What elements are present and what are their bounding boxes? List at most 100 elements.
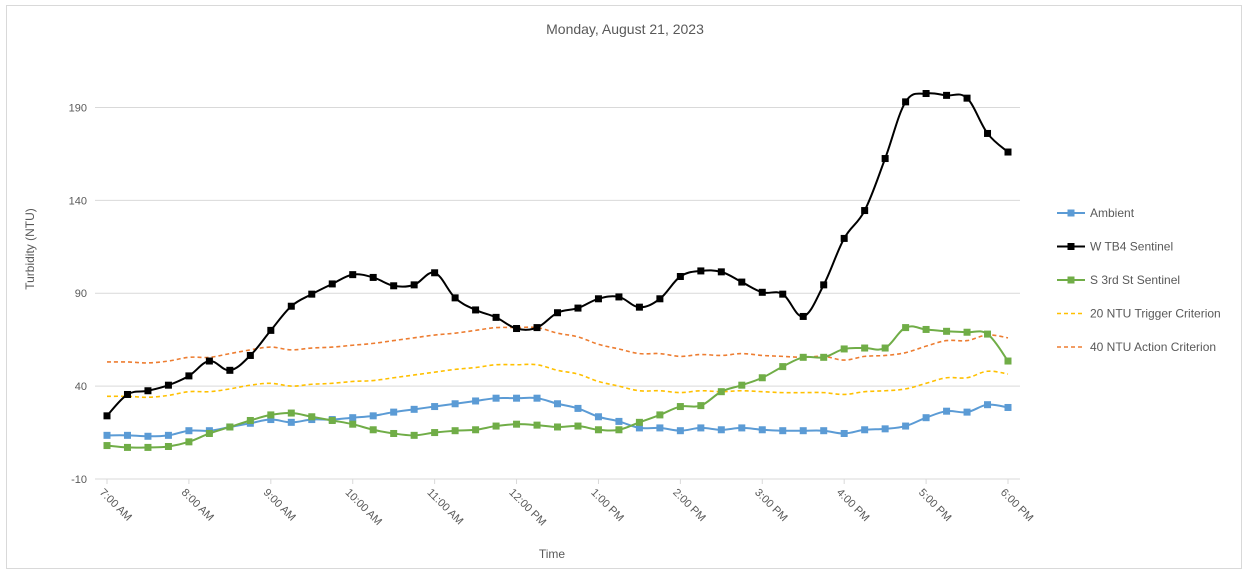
data-point bbox=[861, 344, 869, 352]
data-point bbox=[123, 390, 131, 398]
data-point bbox=[738, 278, 746, 286]
legend-label: W TB4 Sentinel bbox=[1090, 240, 1173, 254]
x-tick-label: 6:00 PM bbox=[998, 487, 1035, 524]
data-point bbox=[963, 94, 971, 102]
data-point bbox=[513, 394, 521, 402]
data-point bbox=[390, 429, 398, 437]
data-point bbox=[574, 422, 582, 430]
data-point bbox=[717, 388, 725, 396]
data-point bbox=[287, 409, 295, 417]
data-point bbox=[820, 427, 828, 435]
x-tick-label: 7:00 AM bbox=[97, 487, 134, 524]
data-point bbox=[554, 309, 561, 317]
y-tick-label: 140 bbox=[69, 195, 87, 207]
data-point bbox=[267, 411, 275, 419]
data-point bbox=[594, 426, 602, 434]
data-point bbox=[984, 129, 992, 137]
legend-marker bbox=[1067, 209, 1075, 217]
data-point bbox=[840, 429, 848, 437]
data-point bbox=[185, 438, 193, 446]
data-point bbox=[697, 267, 705, 275]
data-point bbox=[615, 417, 623, 425]
data-point bbox=[943, 327, 951, 335]
data-point bbox=[676, 273, 684, 281]
data-point bbox=[902, 98, 910, 106]
data-point bbox=[123, 443, 131, 451]
data-point bbox=[758, 374, 766, 382]
data-point bbox=[1004, 148, 1012, 156]
data-point bbox=[369, 273, 377, 281]
data-point bbox=[656, 411, 664, 419]
data-point bbox=[144, 432, 152, 440]
data-point bbox=[922, 414, 930, 422]
gridlines bbox=[95, 106, 1020, 480]
data-point bbox=[308, 413, 316, 421]
x-axis-title: Time bbox=[539, 547, 566, 561]
data-point bbox=[144, 387, 152, 395]
data-point bbox=[287, 418, 295, 426]
data-point bbox=[472, 426, 480, 434]
data-point bbox=[840, 234, 848, 242]
data-point bbox=[594, 295, 602, 303]
data-point bbox=[226, 366, 234, 374]
data-point bbox=[369, 426, 377, 434]
series-s-3rd-st-sentinel bbox=[103, 324, 1012, 451]
data-point bbox=[963, 408, 971, 416]
data-point bbox=[349, 414, 357, 422]
data-point bbox=[492, 394, 500, 402]
legend-item: 40 NTU Action Criterion bbox=[1057, 340, 1216, 354]
x-tick-label: 8:00 AM bbox=[179, 487, 216, 524]
x-tick-label: 2:00 PM bbox=[670, 487, 707, 524]
data-point bbox=[574, 404, 582, 412]
data-point bbox=[799, 312, 807, 320]
data-point bbox=[513, 325, 521, 333]
data-point bbox=[410, 405, 418, 413]
data-point bbox=[492, 422, 500, 430]
data-point bbox=[328, 280, 336, 288]
data-point bbox=[533, 394, 541, 402]
data-point bbox=[656, 424, 664, 432]
data-point bbox=[881, 425, 889, 433]
data-point bbox=[717, 426, 725, 434]
series-w-tb4-sentinel bbox=[103, 90, 1012, 420]
legend-label: 20 NTU Trigger Criterion bbox=[1090, 307, 1221, 321]
data-point bbox=[635, 418, 643, 426]
series-line bbox=[106, 363, 1009, 399]
y-tick-label: 40 bbox=[75, 381, 87, 393]
x-tick-label: 12:00 PM bbox=[506, 487, 548, 529]
chart-title: Monday, August 21, 2023 bbox=[546, 21, 704, 37]
data-point bbox=[861, 426, 869, 434]
data-point bbox=[717, 268, 725, 276]
legend-item: 20 NTU Trigger Criterion bbox=[1057, 307, 1221, 321]
data-point bbox=[799, 353, 807, 361]
data-point bbox=[758, 288, 766, 296]
x-tick-label: 10:00 AM bbox=[343, 487, 384, 528]
data-point bbox=[615, 426, 623, 434]
data-point bbox=[390, 282, 398, 290]
data-point bbox=[431, 403, 439, 411]
data-point bbox=[554, 400, 561, 408]
data-point bbox=[144, 443, 152, 451]
x-axis-ticks: 7:00 AM 8:00 AM 9:00 AM 10:00 AM 11:00 AM 12:… bbox=[97, 479, 1035, 528]
y-tick-label: 190 bbox=[69, 102, 87, 114]
data-point bbox=[246, 351, 254, 359]
data-point bbox=[451, 427, 459, 435]
data-point bbox=[431, 429, 439, 437]
data-point bbox=[697, 424, 705, 432]
data-point bbox=[185, 427, 193, 435]
data-point bbox=[205, 429, 213, 437]
data-point bbox=[697, 402, 705, 410]
data-point bbox=[656, 295, 664, 303]
y-axis-title: Turbidity (NTU) bbox=[23, 208, 37, 290]
data-point bbox=[185, 372, 193, 380]
x-tick-label: 9:00 AM bbox=[261, 487, 298, 524]
y-tick-label: 90 bbox=[75, 288, 87, 300]
legend-item: S 3rd St Sentinel bbox=[1057, 273, 1180, 287]
data-point bbox=[451, 400, 459, 408]
data-point bbox=[779, 363, 787, 371]
data-point bbox=[902, 422, 910, 430]
data-point bbox=[164, 431, 172, 439]
x-tick-label: 11:00 AM bbox=[425, 487, 466, 528]
data-point bbox=[820, 281, 828, 289]
chart-area: Monday, August 21, 2023 -10 40 90 140 190 7:… bbox=[6, 5, 1242, 569]
